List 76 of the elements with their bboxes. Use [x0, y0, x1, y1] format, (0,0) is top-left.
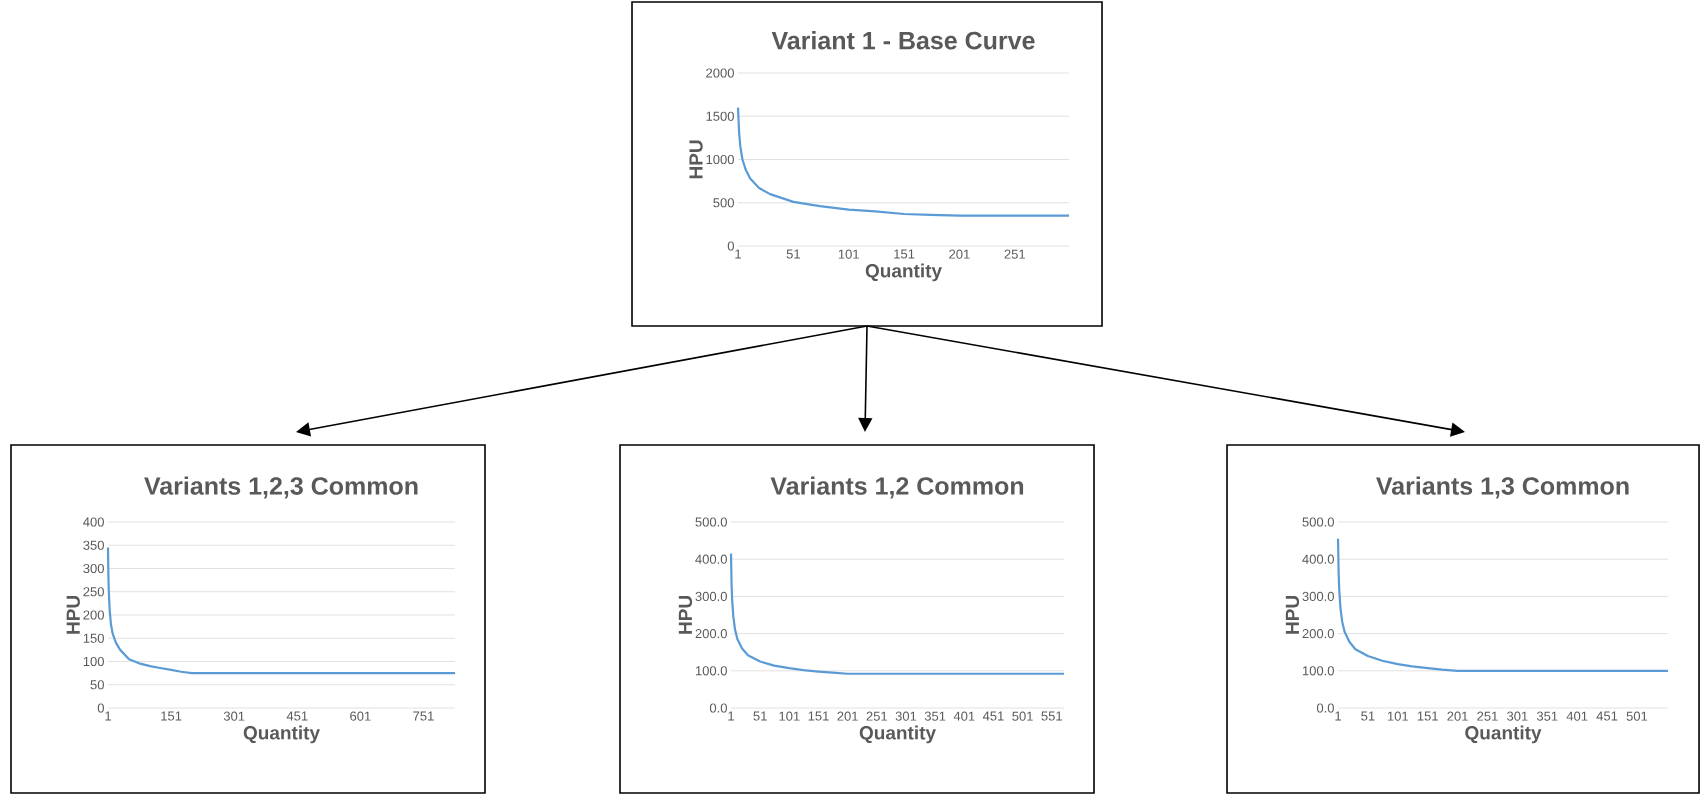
x-tick-label: 101	[838, 249, 859, 259]
x-tick-label: 251	[866, 711, 888, 721]
y-tick-label: 0	[727, 241, 734, 251]
x-tick-label: 551	[1041, 711, 1062, 721]
x-tick-label: 501	[1012, 711, 1033, 721]
y-axis-title: HPU	[689, 140, 703, 179]
x-tick-label: 1	[1335, 711, 1341, 721]
y-tick-label: 100.0	[695, 666, 727, 676]
y-tick-label: 300	[83, 563, 104, 574]
y-tick-label: 100	[83, 656, 104, 667]
y-axis-title: HPU	[678, 596, 693, 634]
x-tick-label: 101	[1387, 711, 1409, 721]
x-tick-label: 301	[895, 711, 917, 721]
x-tick-label: 201	[949, 249, 970, 259]
x-tick-label: 1	[105, 711, 111, 721]
chart-title: Variants 1,3 Common	[1376, 476, 1629, 499]
x-tick-label: 601	[350, 711, 371, 721]
x-tick-label: 451	[286, 711, 308, 721]
y-tick-label: 1500	[706, 111, 734, 121]
x-tick-label: 401	[1566, 711, 1588, 721]
x-tick-label: 501	[1626, 711, 1648, 721]
x-axis-title: Quantity	[859, 725, 936, 744]
x-tick-label: 451	[982, 711, 1004, 721]
x-tick-label: 51	[786, 249, 800, 259]
chart-title: Variants 1,2 Common	[770, 476, 1024, 499]
line-series	[106, 546, 457, 675]
y-tick-label: 400	[83, 517, 104, 527]
x-axis-title: Quantity	[243, 725, 320, 744]
y-tick-label: 350	[83, 540, 104, 550]
x-tick-label: 301	[223, 711, 245, 721]
x-tick-label: 1	[728, 711, 734, 721]
y-tick-label: 200.0	[695, 628, 727, 639]
y-tick-label: 150	[83, 633, 104, 643]
x-tick-label: 151	[161, 711, 182, 721]
line-series	[729, 552, 1066, 675]
x-tick-label: 751	[413, 711, 434, 721]
y-tick-label: 400.0	[695, 554, 727, 564]
x-tick-label: 251	[1004, 249, 1025, 259]
x-axis-title: Quantity	[1465, 725, 1542, 744]
y-axis-title: HPU	[66, 596, 80, 634]
y-tick-label: 200	[83, 610, 104, 620]
x-tick-label: 151	[808, 711, 829, 721]
y-tick-label: 50	[90, 680, 104, 690]
y-tick-label: 500.0	[1302, 517, 1334, 527]
x-tick-label: 101	[779, 711, 800, 721]
chart-title: Variants 1,2,3 Common	[144, 476, 418, 499]
x-tick-label: 251	[1477, 711, 1498, 721]
x-tick-label: 1	[735, 249, 741, 259]
y-tick-label: 300.0	[695, 591, 727, 601]
y-tick-label: 0.0	[709, 703, 727, 713]
x-tick-label: 51	[753, 711, 767, 721]
x-tick-label: 51	[1361, 711, 1375, 721]
x-tick-label: 351	[924, 711, 946, 721]
y-tick-label: 0	[97, 703, 104, 713]
x-tick-label: 201	[1447, 711, 1468, 721]
x-tick-label: 401	[953, 711, 975, 721]
chart-title: Variant 1 - Base Curve	[771, 31, 1035, 50]
y-tick-label: 300.0	[1302, 591, 1334, 601]
line-series	[1336, 537, 1670, 672]
x-tick-label: 351	[1536, 711, 1558, 721]
y-tick-label: 500	[713, 198, 734, 208]
y-tick-label: 200.0	[1302, 628, 1334, 639]
y-tick-label: 1000	[706, 154, 734, 165]
x-tick-label: 301	[1507, 711, 1528, 721]
x-tick-label: 151	[894, 249, 915, 259]
y-tick-label: 2000	[706, 68, 734, 78]
y-tick-label: 400.0	[1302, 554, 1334, 564]
y-axis-title: HPU	[1285, 596, 1300, 634]
y-tick-label: 0.0	[1316, 703, 1334, 713]
y-tick-label: 100.0	[1302, 666, 1334, 676]
x-tick-label: 201	[837, 711, 858, 721]
y-tick-label: 500.0	[695, 517, 727, 527]
x-axis-title: Quantity	[865, 263, 942, 282]
y-tick-label: 250	[83, 587, 104, 597]
x-tick-label: 151	[1417, 711, 1438, 721]
x-tick-label: 451	[1596, 711, 1618, 721]
